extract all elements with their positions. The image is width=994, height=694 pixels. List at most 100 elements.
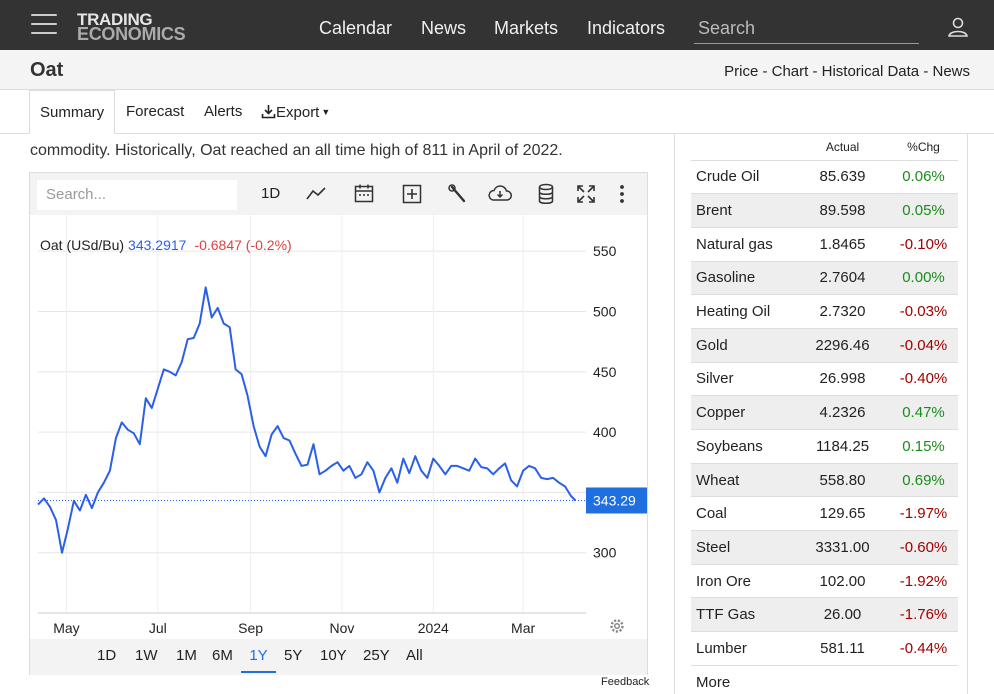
range-all[interactable]: All — [406, 647, 423, 664]
commodity-change: -1.92% — [889, 564, 958, 599]
commodity-actual: 1184.25 — [796, 429, 889, 464]
commodity-name[interactable]: Brent — [691, 193, 796, 228]
commodity-actual: 2296.46 — [796, 328, 889, 363]
tab-summary[interactable]: Summary — [29, 90, 116, 134]
range-selector: 1D 1W 1M 6M 1Y 5Y 10Y 25Y All — [30, 639, 647, 675]
range-5y[interactable]: 5Y — [284, 647, 303, 664]
commodity-name[interactable]: Gasoline — [691, 261, 796, 296]
commodity-name[interactable]: Coal — [691, 496, 796, 532]
commodity-actual: 85.639 — [796, 160, 889, 195]
table-row[interactable]: Copper 4.2326 0.47% — [691, 395, 958, 430]
nav-indicators[interactable]: Indicators — [587, 18, 666, 38]
table-row[interactable]: Heating Oil 2.7320 -0.03% — [691, 294, 958, 329]
commodity-change: 0.06% — [889, 160, 958, 195]
nav-news[interactable]: News — [421, 18, 467, 38]
logo-line-1: TRADING — [77, 10, 153, 29]
y-tick-label: 500 — [593, 303, 617, 319]
commodity-name[interactable]: Lumber — [691, 631, 796, 666]
site-search — [694, 14, 919, 44]
line-chart-icon[interactable] — [305, 182, 327, 206]
commodity-name[interactable]: TTF Gas — [691, 597, 796, 633]
table-row[interactable]: Soybeans 1184.25 0.15% — [691, 429, 958, 464]
range-1d[interactable]: 1D — [97, 647, 117, 664]
commodity-change: 0.05% — [889, 193, 958, 228]
feedback-link[interactable]: Feedback — [601, 676, 650, 688]
hamburger-menu-icon[interactable] — [31, 14, 57, 36]
commodity-change: -1.76% — [889, 597, 958, 633]
range-1y[interactable]: 1Y — [241, 647, 276, 673]
range-1w[interactable]: 1W — [135, 647, 158, 664]
table-header: Actual %Chg — [691, 134, 958, 161]
commodity-name[interactable]: Steel — [691, 530, 796, 565]
site-logo[interactable]: TRADING ECONOMICS — [77, 10, 186, 43]
cloud-download-icon[interactable] — [487, 182, 513, 206]
commodity-name[interactable]: Gold — [691, 328, 796, 363]
user-icon[interactable] — [947, 16, 969, 38]
chart-search-input[interactable]: Search... — [37, 180, 237, 210]
table-row[interactable]: Steel 3331.00 -0.60% — [691, 530, 958, 565]
commodities-panel: Actual %Chg Crude Oil 85.639 0.06% Brent 89.… — [674, 134, 968, 694]
calendar-icon[interactable] — [353, 182, 375, 206]
range-6m[interactable]: 6M — [212, 647, 233, 664]
compare-add-icon[interactable] — [401, 182, 423, 206]
last-price-tag — [586, 487, 647, 514]
site-search-input[interactable] — [694, 14, 919, 42]
commodity-actual: 2.7604 — [796, 261, 889, 296]
commodity-name[interactable]: Crude Oil — [691, 160, 796, 195]
x-tick-label: Jul — [149, 620, 167, 636]
more-link[interactable]: More — [696, 674, 731, 691]
table-row[interactable]: Wheat 558.80 0.69% — [691, 463, 958, 498]
range-1m[interactable]: 1M — [176, 647, 197, 664]
commodity-change: 0.00% — [889, 261, 958, 296]
table-row[interactable]: TTF Gas 26.00 -1.76% — [691, 597, 958, 633]
table-row[interactable]: Silver 26.998 -0.40% — [691, 362, 958, 397]
table-row[interactable]: Coal 129.65 -1.97% — [691, 496, 958, 532]
more-options-icon[interactable] — [614, 182, 630, 206]
table-row[interactable]: Lumber 581.11 -0.44% — [691, 631, 958, 666]
y-tick-label: 300 — [593, 545, 617, 561]
breadcrumb-links[interactable]: Price - Chart - Historical Data - News — [724, 63, 970, 80]
commodity-actual: 4.2326 — [796, 395, 889, 430]
header-name — [691, 134, 796, 161]
fullscreen-icon[interactable] — [575, 182, 597, 206]
database-icon[interactable] — [537, 182, 555, 206]
page-title: Oat — [30, 59, 64, 81]
chart-widget: Search... 1D — [29, 172, 648, 675]
interval-button[interactable]: 1D — [261, 185, 281, 202]
commodity-name[interactable]: Iron Ore — [691, 564, 796, 599]
tab-forecast[interactable]: Forecast — [126, 103, 185, 120]
table-row[interactable]: Brent 89.598 0.05% — [691, 193, 958, 228]
page-subheader: Oat Price - Chart - Historical Data - Ne… — [0, 50, 994, 90]
header-actual: Actual — [796, 134, 889, 161]
table-row[interactable]: Iron Ore 102.00 -1.92% — [691, 564, 958, 599]
commodity-name[interactable]: Silver — [691, 362, 796, 397]
commodity-name[interactable]: Wheat — [691, 463, 796, 498]
commodity-change: -0.40% — [889, 362, 958, 397]
range-10y[interactable]: 10Y — [320, 647, 347, 664]
range-25y[interactable]: 25Y — [363, 647, 390, 664]
commodity-actual: 102.00 — [796, 564, 889, 599]
table-row[interactable]: Crude Oil 85.639 0.06% — [691, 160, 958, 195]
commodity-name[interactable]: Heating Oil — [691, 294, 796, 329]
tab-export[interactable]: Export ▼ — [261, 90, 330, 134]
table-row[interactable]: Gasoline 2.7604 0.00% — [691, 261, 958, 296]
last-price-label: 343.29 — [593, 492, 636, 508]
nav-calendar[interactable]: Calendar — [319, 18, 393, 38]
nav-markets[interactable]: Markets — [494, 18, 559, 38]
commodity-name[interactable]: Copper — [691, 395, 796, 430]
wrench-icon[interactable] — [447, 182, 469, 206]
commodity-actual: 26.998 — [796, 362, 889, 397]
download-icon — [261, 105, 276, 119]
tab-alerts[interactable]: Alerts — [204, 103, 243, 120]
commodity-change: -0.04% — [889, 328, 958, 363]
commodity-name[interactable]: Natural gas — [691, 227, 796, 262]
commodity-name[interactable]: Soybeans — [691, 429, 796, 464]
commodity-actual: 89.598 — [796, 193, 889, 228]
chart-settings-icon[interactable] — [610, 619, 624, 633]
table-row[interactable]: Gold 2296.46 -0.04% — [691, 328, 958, 363]
chart-toolbar: Search... 1D — [30, 173, 647, 215]
summary-paragraph: commodity. Historically, Oat reached an … — [30, 134, 660, 164]
table-row[interactable]: Natural gas 1.8465 -0.10% — [691, 227, 958, 262]
